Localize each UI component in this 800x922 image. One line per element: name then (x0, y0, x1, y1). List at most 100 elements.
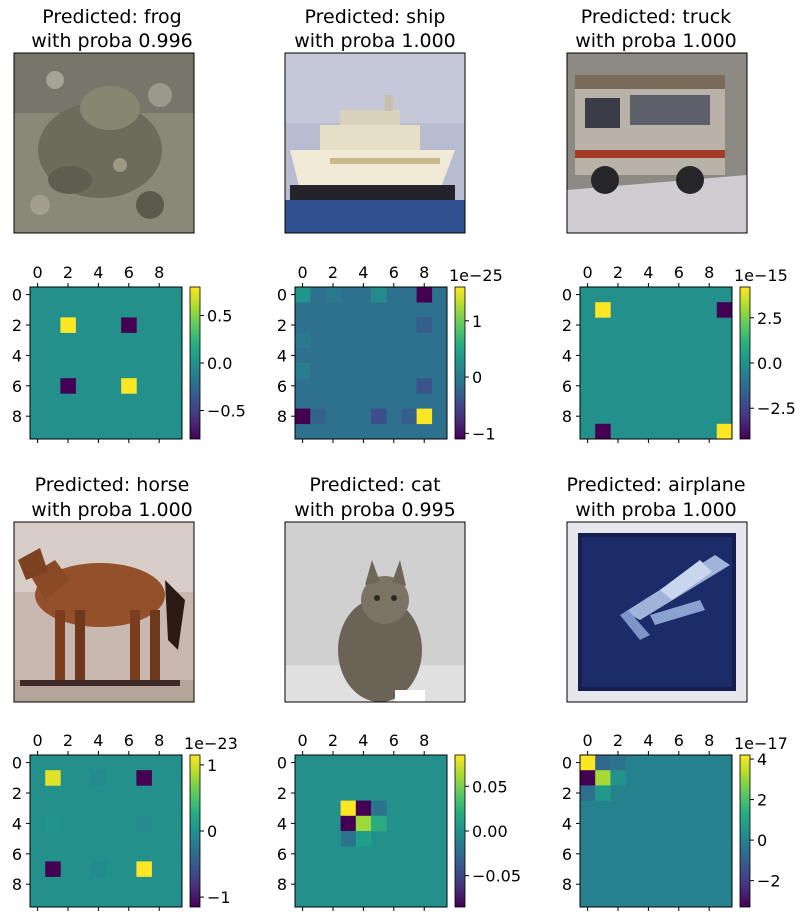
heatmap-cell (121, 317, 137, 333)
panel-cat: Predicted: cat with proba 0.995 (284, 474, 466, 703)
y-tick-label: 6 (277, 377, 287, 396)
heatmap-cell (610, 755, 626, 771)
x-tick-label: 8 (704, 263, 714, 282)
x-tick-label: 0 (298, 731, 308, 750)
x-tick-label: 6 (674, 263, 684, 282)
colorbar-tick-label: 0 (207, 822, 217, 841)
panel-title-line2: with proba 1.000 (31, 499, 193, 521)
heatmap-cell (60, 378, 76, 394)
heatmap-background (30, 287, 182, 439)
y-tick-label: 4 (12, 346, 22, 365)
y-tick-label: 8 (12, 407, 22, 426)
heatmap-cell (325, 287, 341, 303)
heatmap-cell (340, 831, 357, 847)
x-tick-label: 4 (93, 731, 103, 750)
heatmap-cell (136, 815, 152, 832)
heatmap-cell (416, 378, 433, 394)
y-tick-label: 4 (277, 346, 287, 365)
colorbar-tick-label: 4 (757, 750, 767, 769)
colorbar (740, 287, 750, 439)
heatmap-cell (580, 770, 596, 786)
panel-title-line2: with proba 1.000 (575, 499, 737, 521)
heatmap-cell (295, 408, 311, 425)
colorbar (455, 287, 465, 439)
heatmap-panel: 0 2 4 6 8 0 2 4 6 8 0.5 0.0 −0.5 (12, 263, 246, 443)
cat-photo (284, 521, 466, 703)
colorbar-tick-label: 0 (757, 831, 767, 850)
x-tick-label: 8 (154, 731, 164, 750)
y-tick-label: 8 (562, 407, 572, 426)
heatmap-cell (595, 785, 611, 801)
y-tick-label: 0 (562, 754, 572, 773)
panel-title-line2: with proba 1.000 (575, 30, 737, 52)
y-tick-label: 0 (12, 286, 22, 305)
panel-title-line2: with proba 0.995 (294, 499, 456, 521)
y-tick-label: 6 (562, 845, 572, 864)
y-tick-label: 2 (12, 784, 22, 803)
panel-title-line1: Predicted: horse (35, 474, 190, 496)
y-tick-label: 4 (277, 814, 287, 833)
x-tick-label: 4 (93, 263, 103, 282)
heatmap-cell (60, 317, 76, 333)
heatmap-cell (295, 332, 311, 349)
heatmap-frame (579, 754, 733, 908)
heatmap-cell (45, 815, 61, 832)
panel-title-line2: with proba 1.000 (294, 30, 456, 52)
x-tick-label: 0 (583, 263, 593, 282)
colorbar (455, 755, 465, 907)
y-tick-label: 0 (277, 286, 287, 305)
heatmap-cell (45, 861, 61, 877)
panel-title-line1: Predicted: frog (42, 6, 181, 28)
heatmap-panel: 0 2 4 6 8 0 2 4 6 8 4 2 0 −2 1e−17 (562, 731, 788, 911)
heatmap-cell (416, 317, 433, 333)
heatmap-cell (595, 423, 611, 440)
colorbar (190, 755, 200, 907)
y-tick-label: 4 (562, 814, 572, 833)
x-tick-label: 0 (33, 731, 43, 750)
colorbar-tick-label: 1 (472, 312, 482, 331)
colorbar-tick-label: 1 (207, 756, 217, 775)
heatmap-cell (416, 408, 433, 425)
x-tick-label: 8 (419, 731, 429, 750)
colorbar-exponent-label: 1e−25 (449, 266, 503, 285)
colorbar-frame (739, 754, 751, 908)
y-tick-label: 4 (12, 814, 22, 833)
y-tick-label: 6 (12, 845, 22, 864)
x-tick-label: 4 (358, 263, 368, 282)
x-tick-label: 2 (613, 731, 623, 750)
y-tick-label: 2 (277, 784, 287, 803)
y-tick-label: 8 (12, 875, 22, 894)
x-tick-label: 6 (674, 731, 684, 750)
x-tick-label: 0 (298, 263, 308, 282)
colorbar-tick-label: −2.5 (757, 399, 796, 418)
heatmap-cell (595, 302, 611, 318)
heatmap-cell (136, 770, 152, 786)
colorbar-exponent-label: 1e−17 (734, 734, 788, 753)
panel-truck: Predicted: truck with proba 1.000 (566, 6, 748, 234)
y-tick-label: 8 (277, 875, 287, 894)
x-tick-label: 6 (124, 731, 134, 750)
x-tick-label: 2 (328, 731, 338, 750)
horse-photo (13, 521, 195, 703)
x-tick-label: 2 (63, 263, 73, 282)
y-tick-label: 6 (562, 377, 572, 396)
x-tick-label: 6 (389, 263, 399, 282)
x-tick-label: 6 (389, 731, 399, 750)
colorbar-tick-label: 0.0 (757, 354, 782, 373)
x-tick-label: 2 (613, 263, 623, 282)
heatmap-cell (371, 815, 387, 832)
y-tick-label: 8 (562, 875, 572, 894)
x-tick-label: 0 (33, 263, 43, 282)
y-tick-label: 6 (12, 377, 22, 396)
y-tick-label: 8 (277, 407, 287, 426)
panel-frog: Predicted: frog with proba 0.996 (13, 6, 195, 234)
x-tick-label: 2 (328, 263, 338, 282)
heatmap-frame (29, 754, 183, 908)
x-tick-label: 8 (419, 263, 429, 282)
airplane-photo (566, 521, 748, 703)
heatmap-cell (595, 755, 611, 771)
heatmap-frame (579, 286, 733, 440)
colorbar-tick-label: 0.5 (207, 307, 232, 326)
